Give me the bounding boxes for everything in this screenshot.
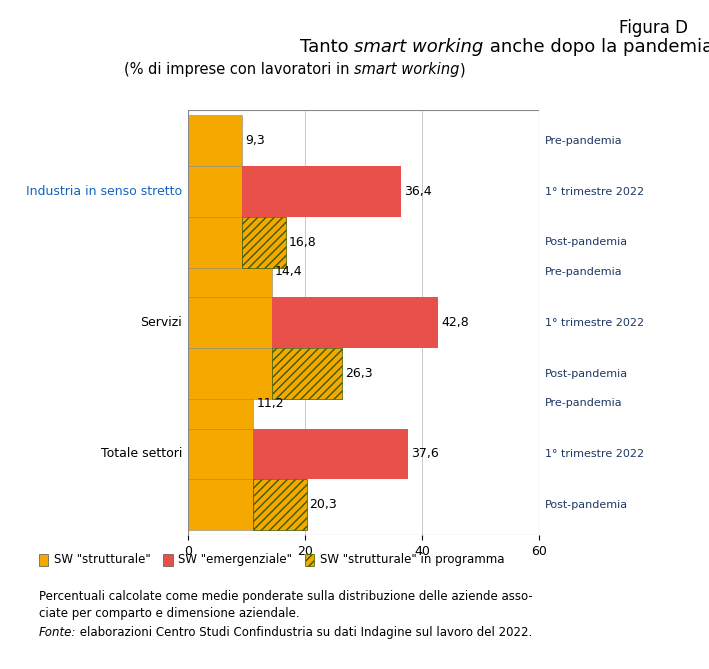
Text: 20,3: 20,3 (310, 498, 337, 511)
Text: Industria in senso stretto: Industria in senso stretto (26, 185, 182, 198)
Bar (188, 116, 242, 167)
Text: Post-pandemia: Post-pandemia (545, 369, 627, 379)
Bar (188, 298, 272, 348)
Bar (188, 247, 272, 298)
Text: ciate per comparto e dimensione aziendale.: ciate per comparto e dimensione aziendal… (39, 607, 300, 619)
Text: 36,4: 36,4 (403, 185, 431, 198)
Bar (253, 429, 408, 479)
Bar (188, 167, 242, 217)
Text: Pre-pandemia: Pre-pandemia (545, 136, 623, 146)
Text: 16,8: 16,8 (289, 236, 317, 249)
Bar (253, 479, 306, 530)
Text: Pre-pandemia: Pre-pandemia (545, 267, 623, 277)
Bar (242, 167, 401, 217)
Text: Tanto: Tanto (300, 38, 354, 56)
Text: SW "strutturale": SW "strutturale" (54, 553, 150, 567)
Bar (188, 348, 272, 399)
Text: 1° trimestre 2022: 1° trimestre 2022 (545, 449, 644, 459)
Text: Percentuali calcolate come medie ponderate sulla distribuzione delle aziende ass: Percentuali calcolate come medie pondera… (39, 590, 532, 603)
Text: 42,8: 42,8 (441, 316, 469, 329)
Text: ): ) (460, 62, 466, 77)
Text: SW "emergenziale": SW "emergenziale" (178, 553, 292, 567)
Bar (188, 479, 253, 530)
Text: elaborazioni Centro Studi Confindustria su dati Indagine sul lavoro del 2022.: elaborazioni Centro Studi Confindustria … (77, 626, 532, 638)
Bar (188, 378, 253, 429)
Text: anche dopo la pandemia: anche dopo la pandemia (484, 38, 709, 56)
Text: 1° trimestre 2022: 1° trimestre 2022 (545, 187, 644, 197)
Text: Post-pandemia: Post-pandemia (545, 500, 627, 510)
Bar (188, 429, 253, 479)
Text: Post-pandemia: Post-pandemia (545, 237, 627, 248)
Text: Servizi: Servizi (140, 316, 182, 329)
Text: 9,3: 9,3 (245, 134, 265, 147)
Text: 1° trimestre 2022: 1° trimestre 2022 (545, 318, 644, 328)
Text: Fonte:: Fonte: (39, 626, 77, 638)
Bar (242, 217, 286, 268)
Text: smart working: smart working (354, 38, 484, 56)
Text: (% di imprese con lavoratori in: (% di imprese con lavoratori in (124, 62, 354, 77)
Text: SW "strutturale" in programma: SW "strutturale" in programma (320, 553, 504, 567)
Text: smart working: smart working (354, 62, 460, 77)
Bar (272, 298, 438, 348)
Text: Pre-pandemia: Pre-pandemia (545, 398, 623, 408)
Bar (272, 348, 342, 399)
Text: Figura D: Figura D (619, 19, 688, 37)
Text: 14,4: 14,4 (275, 266, 303, 278)
Bar (188, 217, 242, 268)
Text: Totale settori: Totale settori (101, 448, 182, 460)
Text: 37,6: 37,6 (411, 448, 438, 460)
Text: 11,2: 11,2 (257, 397, 284, 409)
Text: 26,3: 26,3 (345, 367, 372, 380)
